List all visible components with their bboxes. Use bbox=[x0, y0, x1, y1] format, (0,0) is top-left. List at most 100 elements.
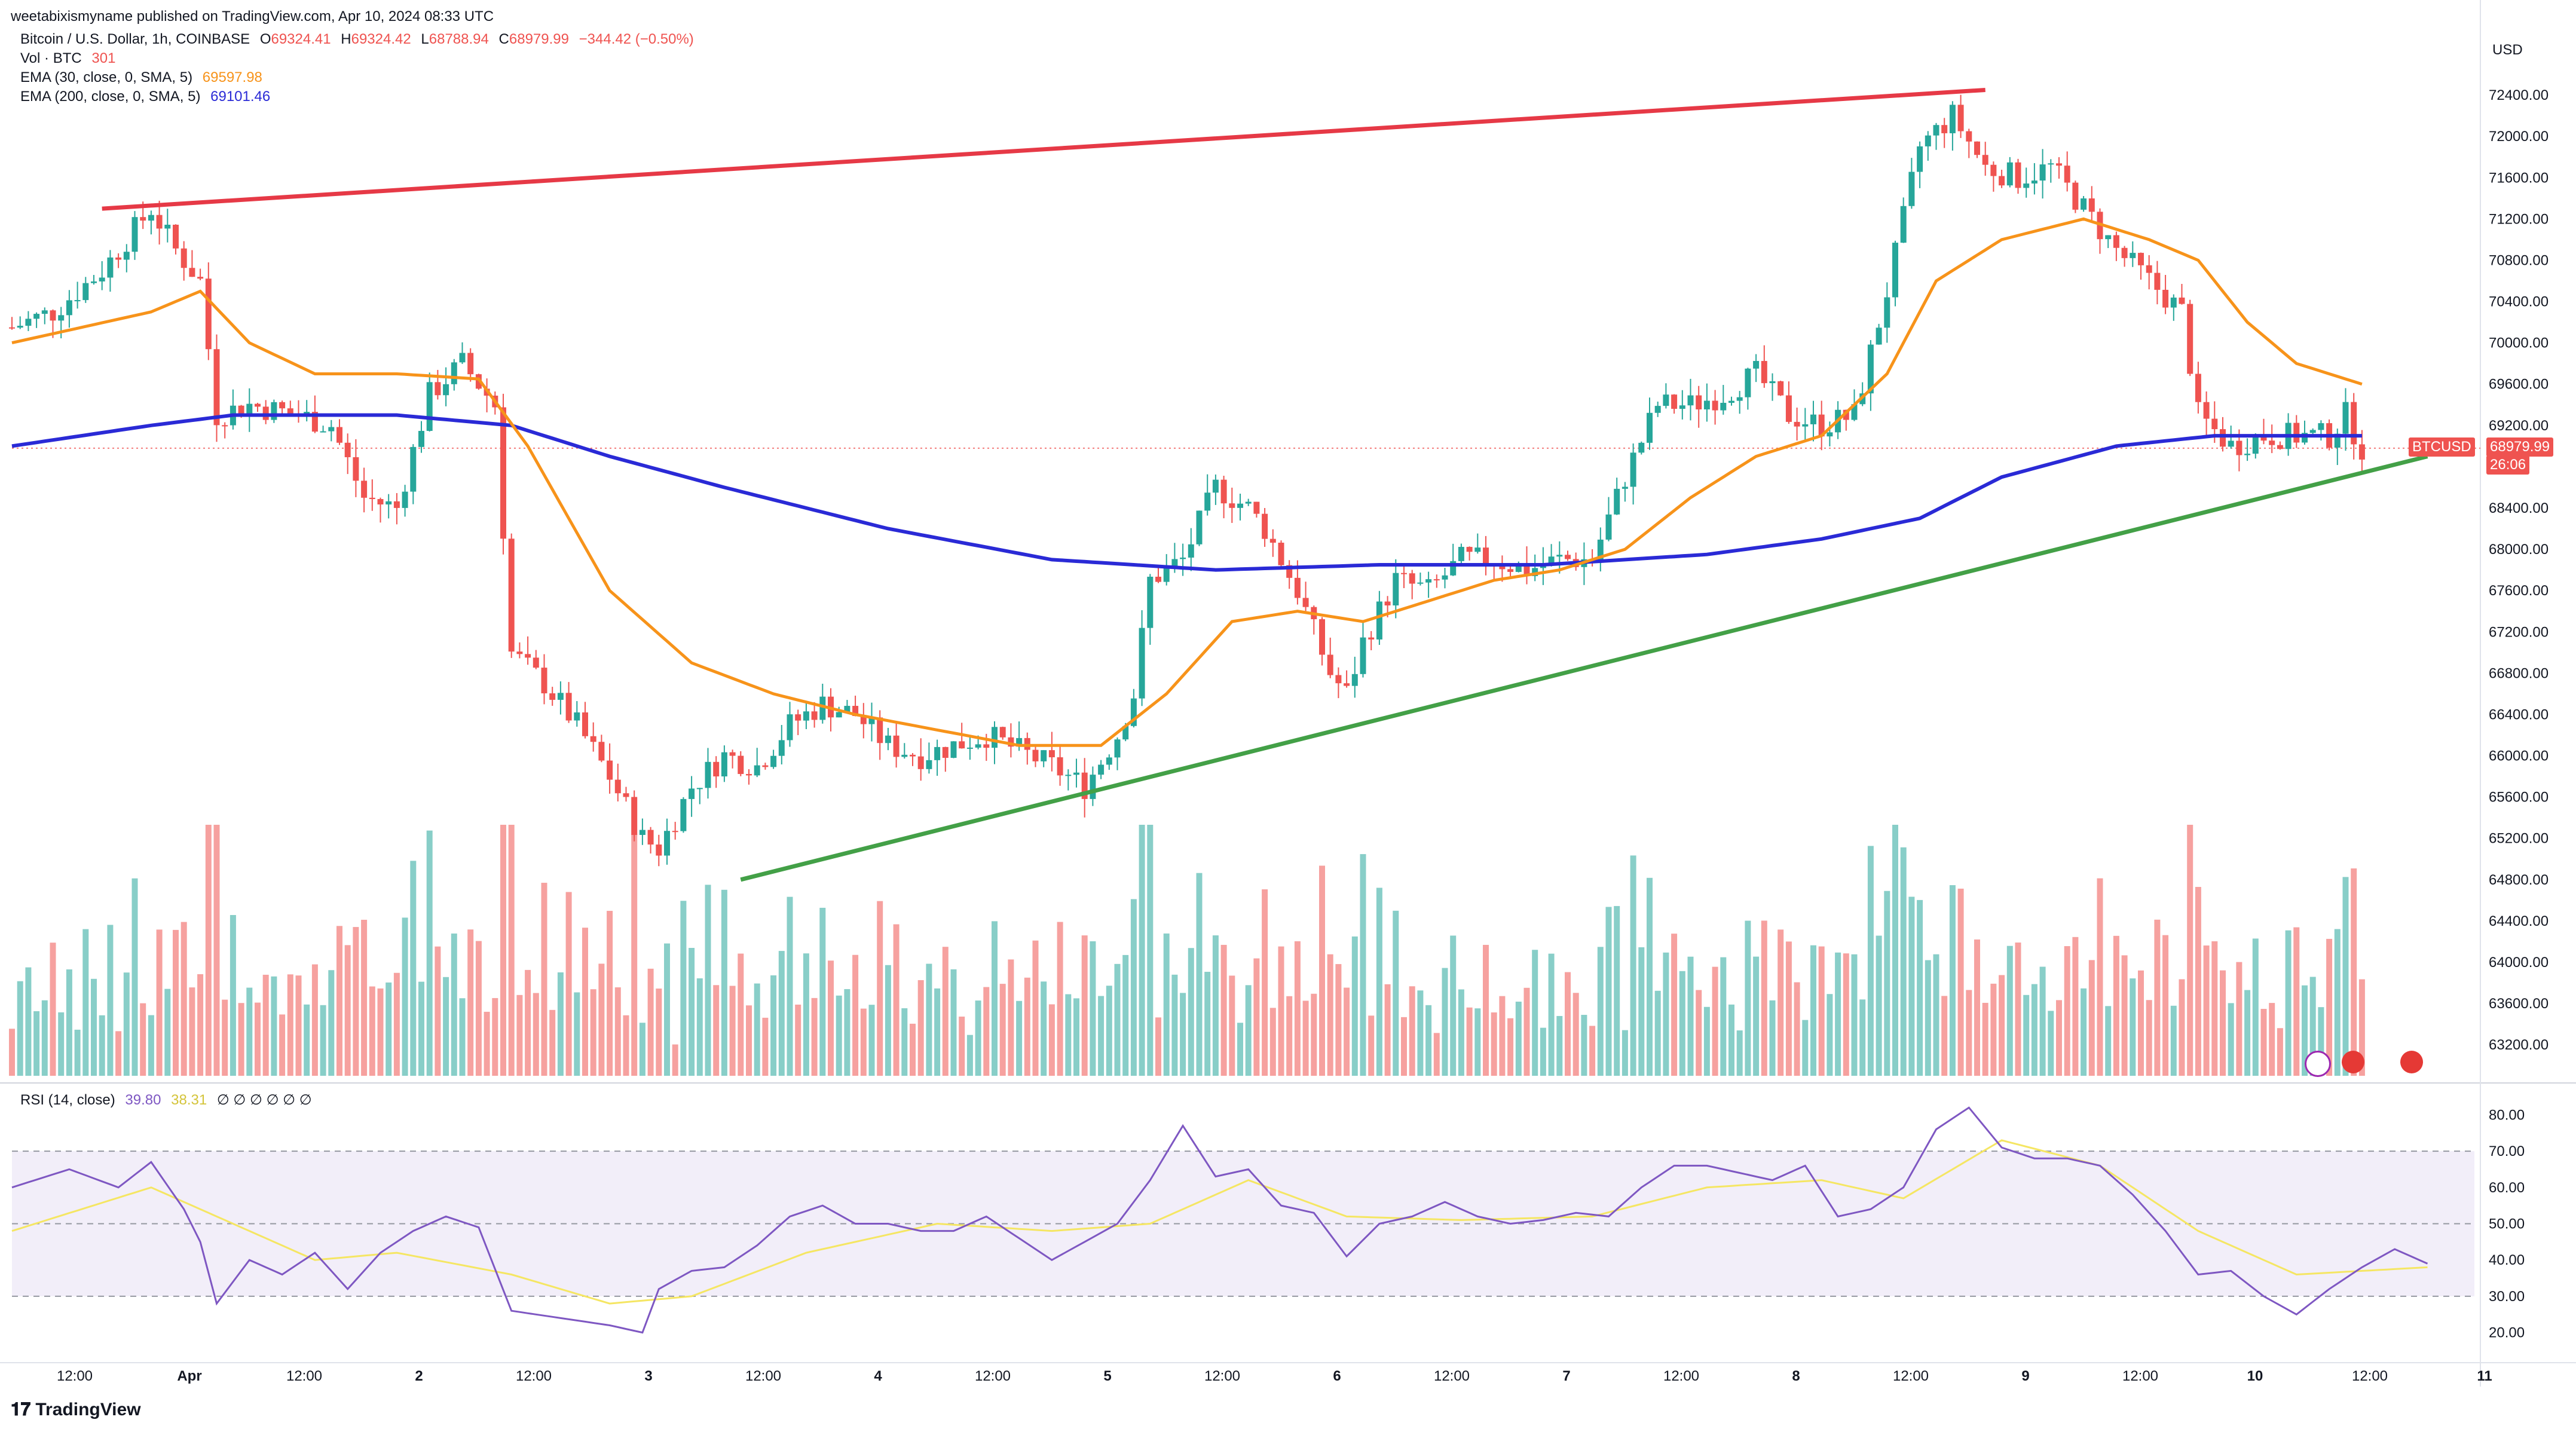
volume-bar bbox=[2358, 979, 2365, 1076]
volume-bar bbox=[1712, 966, 1718, 1076]
candle-body bbox=[901, 754, 908, 757]
volume-bar bbox=[1957, 888, 1964, 1076]
tradingview-logo[interactable]: 𝟏𝟕 TradingView bbox=[11, 1400, 141, 1419]
volume-bar bbox=[1090, 941, 1096, 1076]
candle-body bbox=[1425, 579, 1432, 583]
candle-body bbox=[1081, 772, 1088, 799]
volume-bar bbox=[1286, 996, 1293, 1076]
candle-body bbox=[1204, 492, 1211, 511]
price-tick-label: 68000.00 bbox=[2489, 541, 2549, 558]
volume-bar bbox=[525, 969, 531, 1076]
volume-bar bbox=[2302, 985, 2308, 1076]
volume-bar bbox=[1581, 1015, 1587, 1076]
legend-volume-row: Vol · BTC 301 bbox=[20, 50, 121, 67]
candle-body bbox=[17, 326, 23, 328]
volume-bar bbox=[778, 951, 785, 1076]
candle-body bbox=[1941, 125, 1948, 133]
candle-body bbox=[590, 736, 596, 742]
volume-bar bbox=[1523, 987, 1530, 1076]
us-flag-icon-2[interactable] bbox=[2400, 1051, 2423, 1073]
time-tick-label: 8 bbox=[1792, 1368, 1800, 1384]
volume-bar bbox=[2260, 1009, 2267, 1076]
volume-bar bbox=[1745, 920, 1751, 1076]
currency-label[interactable]: USD bbox=[2492, 42, 2523, 58]
volume-bar bbox=[1630, 855, 1636, 1076]
volume-bar bbox=[1572, 993, 1579, 1076]
volume-bar bbox=[2309, 977, 2316, 1076]
flash-icon[interactable] bbox=[2305, 1051, 2331, 1077]
candle-body bbox=[2023, 183, 2030, 188]
volume-bar bbox=[1990, 983, 1997, 1076]
candle-body bbox=[516, 651, 523, 654]
volume-bar bbox=[999, 984, 1006, 1076]
volume-bar bbox=[1941, 996, 1948, 1076]
volume-bar bbox=[74, 1029, 81, 1076]
volume-bar bbox=[868, 1005, 875, 1076]
volume-bar bbox=[205, 825, 212, 1076]
time-tick-label: Apr bbox=[177, 1368, 201, 1384]
candle-body bbox=[1163, 566, 1170, 582]
candle-body bbox=[1073, 772, 1079, 775]
volume-bar bbox=[860, 1008, 867, 1076]
volume-bar bbox=[1106, 986, 1112, 1076]
candle-body bbox=[885, 735, 891, 743]
volume-bar bbox=[426, 830, 433, 1076]
volume-bar bbox=[1245, 985, 1252, 1076]
volume-bar bbox=[1892, 825, 1898, 1076]
price-tick-label: 70800.00 bbox=[2489, 252, 2549, 268]
volume-bar bbox=[1565, 972, 1571, 1076]
candle-body bbox=[2039, 164, 2046, 181]
candle-body bbox=[770, 755, 777, 767]
candle-body bbox=[1925, 135, 1931, 146]
price-tick-label: 64800.00 bbox=[2489, 872, 2549, 888]
volume-bar bbox=[975, 1000, 981, 1076]
volume-bar bbox=[2211, 941, 2218, 1076]
volume-bar bbox=[255, 1002, 261, 1076]
us-flag-icon[interactable] bbox=[2342, 1051, 2364, 1073]
volume-bar bbox=[140, 1003, 146, 1076]
volume-bar bbox=[148, 1015, 154, 1076]
candle-body bbox=[2162, 289, 2169, 308]
volume-bar bbox=[2081, 988, 2087, 1076]
candle-body bbox=[1982, 155, 1988, 165]
volume-bar bbox=[451, 933, 457, 1076]
volume-bar bbox=[1818, 946, 1825, 1076]
candle-body bbox=[656, 844, 662, 856]
candle-body bbox=[1703, 400, 1710, 410]
volume-bar bbox=[1171, 974, 1178, 1076]
candle-body bbox=[443, 384, 449, 396]
volume-bar bbox=[1589, 1026, 1596, 1076]
price-tick-label: 64400.00 bbox=[2489, 913, 2549, 929]
volume-bar bbox=[803, 953, 809, 1076]
volume-bar bbox=[2228, 1003, 2234, 1076]
candle-body bbox=[2121, 247, 2128, 258]
volume-bar bbox=[1663, 952, 1669, 1076]
volume-bar bbox=[696, 978, 703, 1076]
legend-ema30-label: EMA (30, close, 0, SMA, 5) bbox=[20, 69, 193, 85]
candle-body bbox=[1712, 400, 1718, 411]
time-tick-label: 12:00 bbox=[1204, 1368, 1240, 1384]
volume-bar bbox=[344, 945, 351, 1076]
volume-bar bbox=[1220, 944, 1227, 1076]
volume-bar bbox=[2252, 938, 2259, 1076]
candles bbox=[9, 94, 2365, 867]
price-tick-label: 66800.00 bbox=[2489, 665, 2549, 681]
candle-body bbox=[1802, 424, 1809, 427]
legend-ema200-row: EMA (200, close, 0, SMA, 5) 69101.46 bbox=[20, 88, 276, 105]
candle-body bbox=[2056, 163, 2062, 166]
volume-bar bbox=[328, 970, 335, 1076]
volume-bar bbox=[230, 914, 236, 1076]
rsi-band bbox=[12, 1151, 2474, 1297]
volume-bar bbox=[2130, 978, 2136, 1076]
volume-bar bbox=[1622, 1030, 1628, 1076]
volume-bar bbox=[1360, 854, 1366, 1076]
candle-body bbox=[1999, 176, 2005, 186]
candle-body bbox=[344, 442, 351, 457]
volume-bar bbox=[1483, 944, 1489, 1076]
volume-bar bbox=[598, 963, 605, 1076]
candle-body bbox=[836, 712, 842, 718]
candle-body bbox=[1597, 539, 1604, 562]
legend-close: 68979.99 bbox=[509, 31, 569, 47]
volume-bar bbox=[811, 997, 818, 1076]
